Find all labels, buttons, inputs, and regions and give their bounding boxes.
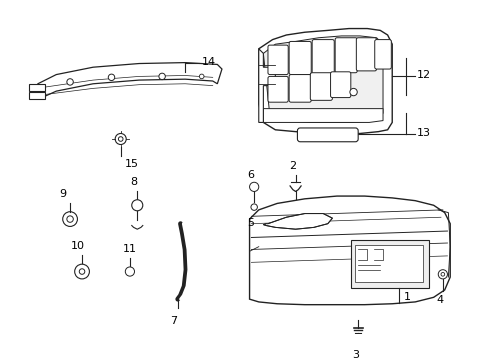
Circle shape — [79, 269, 84, 274]
FancyBboxPatch shape — [29, 92, 45, 99]
Circle shape — [108, 74, 115, 81]
Circle shape — [355, 339, 360, 345]
Polygon shape — [263, 36, 382, 122]
FancyBboxPatch shape — [297, 128, 357, 142]
FancyBboxPatch shape — [267, 76, 287, 102]
Text: 7: 7 — [170, 316, 177, 326]
Circle shape — [349, 88, 357, 96]
Circle shape — [118, 137, 123, 141]
Polygon shape — [258, 28, 391, 134]
FancyBboxPatch shape — [356, 38, 376, 71]
Text: 6: 6 — [246, 170, 253, 180]
Text: 14: 14 — [201, 57, 215, 67]
Circle shape — [67, 79, 73, 85]
Polygon shape — [249, 196, 449, 305]
Text: 4: 4 — [436, 294, 443, 305]
Circle shape — [67, 216, 73, 222]
FancyBboxPatch shape — [311, 40, 334, 75]
Polygon shape — [258, 49, 275, 122]
Circle shape — [249, 182, 258, 192]
FancyBboxPatch shape — [267, 45, 287, 75]
Circle shape — [250, 204, 257, 210]
Circle shape — [62, 212, 77, 226]
Circle shape — [131, 200, 142, 211]
Polygon shape — [263, 109, 382, 122]
FancyBboxPatch shape — [350, 240, 428, 288]
FancyBboxPatch shape — [288, 75, 310, 102]
Text: 1: 1 — [404, 292, 410, 302]
Text: 5: 5 — [246, 218, 253, 228]
Polygon shape — [263, 213, 332, 229]
Text: 10: 10 — [71, 241, 85, 251]
Circle shape — [159, 73, 165, 80]
Circle shape — [75, 264, 89, 279]
Circle shape — [125, 267, 134, 276]
FancyBboxPatch shape — [288, 41, 310, 75]
Text: 11: 11 — [122, 244, 136, 254]
FancyBboxPatch shape — [310, 73, 332, 100]
FancyBboxPatch shape — [374, 40, 390, 69]
FancyBboxPatch shape — [330, 72, 350, 98]
Circle shape — [115, 134, 126, 144]
Text: 8: 8 — [130, 177, 137, 187]
Circle shape — [199, 74, 203, 79]
FancyBboxPatch shape — [334, 38, 357, 73]
Polygon shape — [38, 63, 222, 99]
Circle shape — [440, 273, 444, 276]
Text: 2: 2 — [289, 161, 296, 171]
FancyBboxPatch shape — [29, 84, 45, 91]
Text: 15: 15 — [124, 159, 138, 169]
Text: 9: 9 — [59, 189, 66, 199]
Text: 12: 12 — [416, 71, 430, 81]
Text: 13: 13 — [416, 129, 430, 139]
Text: 3: 3 — [351, 350, 358, 360]
Circle shape — [437, 270, 447, 279]
FancyBboxPatch shape — [355, 245, 422, 282]
